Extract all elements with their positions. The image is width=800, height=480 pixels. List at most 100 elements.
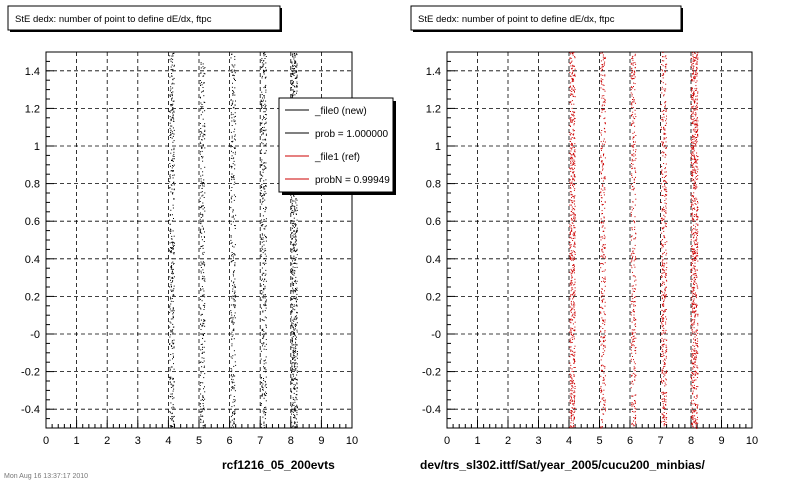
data-point <box>693 234 695 236</box>
data-point <box>291 94 293 96</box>
data-point <box>264 228 266 230</box>
data-point <box>264 385 266 387</box>
data-point <box>265 317 267 319</box>
data-point <box>691 170 693 172</box>
data-point <box>295 300 297 302</box>
data-point <box>293 319 295 320</box>
data-point <box>296 329 298 331</box>
data-point <box>265 325 267 327</box>
data-point <box>691 88 693 90</box>
data-point <box>232 221 234 223</box>
data-point <box>664 168 666 170</box>
data-point <box>697 386 699 388</box>
data-point <box>571 206 573 208</box>
data-point <box>696 407 698 409</box>
data-point <box>262 127 263 128</box>
data-point <box>200 382 201 384</box>
data-point <box>570 257 572 259</box>
data-point <box>233 338 235 340</box>
data-point <box>200 421 202 423</box>
data-point <box>204 305 206 307</box>
data-point <box>602 101 604 103</box>
data-point <box>170 232 171 234</box>
data-point <box>665 198 667 200</box>
data-point <box>600 311 602 313</box>
data-point <box>294 421 296 423</box>
data-point <box>601 160 603 162</box>
data-point <box>661 382 663 384</box>
data-point <box>230 223 232 225</box>
data-point <box>691 259 693 260</box>
data-point <box>573 123 575 125</box>
data-point <box>663 226 665 228</box>
data-point <box>665 110 667 112</box>
data-point <box>692 260 694 262</box>
data-point <box>171 366 173 368</box>
data-point <box>665 279 667 281</box>
data-point <box>293 297 295 299</box>
data-point <box>199 411 201 413</box>
data-point <box>666 346 668 348</box>
data-point <box>694 113 696 115</box>
data-point <box>264 248 266 250</box>
data-point <box>696 305 698 307</box>
data-point <box>261 386 263 388</box>
data-point <box>693 187 695 189</box>
data-point <box>573 154 575 156</box>
data-point <box>574 330 576 332</box>
data-point <box>634 379 635 381</box>
data-point <box>635 318 636 320</box>
data-point <box>695 233 697 235</box>
data-point <box>600 331 602 333</box>
data-point <box>294 328 296 330</box>
data-point <box>601 200 602 202</box>
data-point <box>574 154 576 156</box>
data-point <box>572 154 574 156</box>
data-point <box>696 131 697 132</box>
data-point <box>603 154 604 155</box>
data-point <box>172 379 174 380</box>
data-point <box>664 242 666 244</box>
data-point <box>695 344 697 346</box>
data-point <box>604 339 606 341</box>
data-point <box>260 404 262 406</box>
data-point <box>693 363 695 364</box>
data-point <box>634 248 636 250</box>
data-point <box>601 221 603 223</box>
data-point <box>235 364 237 366</box>
data-point <box>571 142 572 144</box>
data-point <box>631 404 633 406</box>
data-point <box>231 120 233 122</box>
data-point <box>662 356 664 357</box>
data-point <box>697 210 698 212</box>
data-point <box>572 250 574 252</box>
data-point <box>296 353 298 355</box>
data-point <box>634 76 636 78</box>
data-point <box>632 247 634 249</box>
data-point <box>662 305 664 307</box>
data-point <box>574 151 576 153</box>
data-point <box>200 96 201 98</box>
data-point <box>665 70 666 72</box>
data-point <box>694 168 695 170</box>
data-point <box>633 178 635 180</box>
data-point <box>695 297 697 299</box>
data-point <box>690 162 692 164</box>
data-point <box>292 323 294 325</box>
data-point <box>664 352 666 354</box>
data-point <box>263 69 264 71</box>
data-point <box>173 184 175 186</box>
data-point <box>232 298 234 300</box>
data-point <box>263 208 264 209</box>
data-point <box>233 253 235 255</box>
data-point <box>573 180 575 182</box>
data-point <box>569 102 571 104</box>
data-point <box>296 229 298 231</box>
data-point <box>574 254 576 255</box>
data-point <box>694 74 696 76</box>
data-point <box>600 222 602 224</box>
data-point <box>695 120 697 122</box>
data-point <box>661 276 663 278</box>
data-point <box>570 65 572 67</box>
data-point <box>570 82 572 84</box>
